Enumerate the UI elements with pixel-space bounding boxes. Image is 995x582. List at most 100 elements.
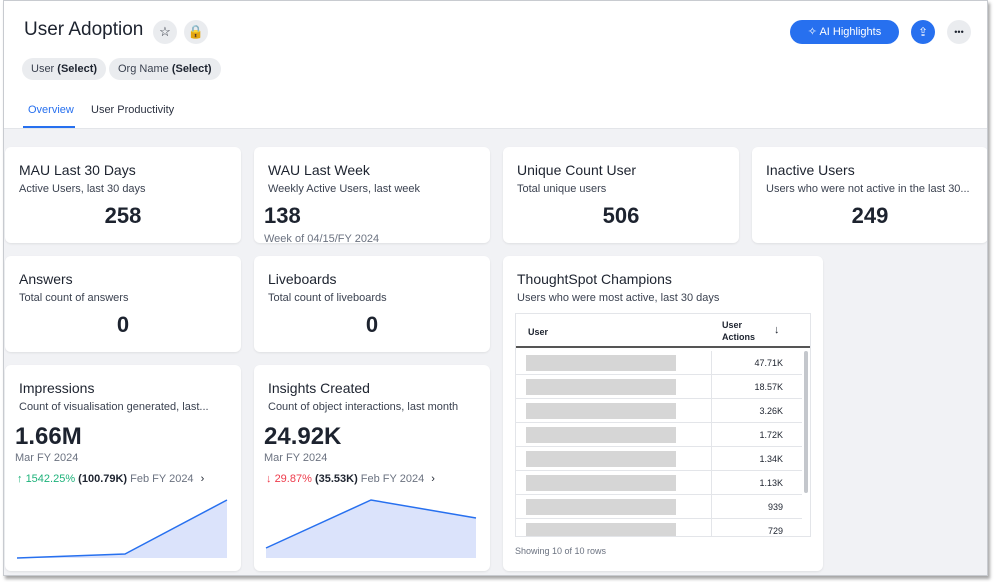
kpi-title: Inactive Users xyxy=(766,162,855,178)
kpi-value: 138 xyxy=(264,203,301,228)
kpi-subtitle: Active Users, last 30 days xyxy=(19,183,146,195)
kpi-value: 0 xyxy=(116,312,130,337)
card-title: ThoughtSpot Champions xyxy=(517,271,672,287)
previous-value: (100.79K) xyxy=(78,473,128,485)
liveboard-header: User Adoption ☆ 🔒 User (Select) Org Name… xyxy=(4,1,987,129)
table-row[interactable]: 18.57K xyxy=(516,375,802,399)
redacted-user-name xyxy=(526,499,676,515)
kpi-subtitle: Total count of liveboards xyxy=(268,292,387,304)
kpi-period: Mar FY 2024 xyxy=(15,452,79,464)
sort-descending-icon[interactable]: ↓ xyxy=(774,324,780,336)
tab-user-productivity[interactable]: User Productivity xyxy=(91,104,175,116)
kpi-title: Insights Created xyxy=(268,380,370,396)
filter-value: (Select) xyxy=(57,63,98,75)
filter-user[interactable]: User (Select) xyxy=(22,58,107,80)
table-row[interactable]: 1.72K xyxy=(516,423,802,447)
table-row[interactable]: 1.34K xyxy=(516,447,802,471)
kpi-subtitle: Total unique users xyxy=(517,183,607,195)
arrow-down-icon: ↓ xyxy=(266,473,272,485)
filter-label: Org Name xyxy=(118,63,169,75)
filter-label: User xyxy=(31,63,55,75)
change-percent: 1542.25% xyxy=(25,473,76,485)
champions-table: User User Actions ↓ 47.71K 18.57K 3.26K 1.7… xyxy=(515,313,811,537)
user-actions-cell: 1.72K xyxy=(711,423,791,447)
sparkline xyxy=(16,499,228,559)
sparkline xyxy=(265,499,477,558)
previous-value: (35.53K) xyxy=(314,473,358,485)
card-subtitle: Users who were most active, last 30 days xyxy=(517,292,720,304)
previous-period: Feb FY 2024 xyxy=(130,473,194,485)
more-options-button[interactable]: ••• xyxy=(947,20,971,44)
redacted-user-name xyxy=(526,379,676,395)
table-header: User User Actions ↓ xyxy=(516,314,810,348)
kpi-title: Liveboards xyxy=(268,271,337,287)
lock-icon[interactable]: 🔒 xyxy=(184,20,208,44)
ai-highlights-label: AI Highlights xyxy=(819,26,882,38)
filter-value: (Select) xyxy=(171,63,212,75)
arrow-up-icon: ↑ xyxy=(17,473,23,485)
kpi-value: 506 xyxy=(602,203,640,228)
kpi-subtitle: Users who were not active in the last 30… xyxy=(766,183,970,195)
star-icon[interactable]: ☆ xyxy=(153,20,177,44)
redacted-user-name xyxy=(526,451,676,467)
share-icon[interactable]: ⇪ xyxy=(911,20,935,44)
kpi-title: Answers xyxy=(19,271,73,287)
user-actions-cell: 3.26K xyxy=(711,399,791,423)
previous-period: Feb FY 2024 xyxy=(360,473,425,485)
kpi-period: Week of 04/15/FY 2024 xyxy=(264,233,380,243)
redacted-user-name xyxy=(526,475,676,491)
kpi-value: 249 xyxy=(851,203,889,228)
sparkline-area xyxy=(17,500,227,558)
chevron-right-icon[interactable]: › xyxy=(431,473,435,485)
table-scrollbar[interactable] xyxy=(804,351,808,493)
kpi-change[interactable]: ↓ 29.87% (35.53K) Feb FY 2024 › xyxy=(266,473,435,485)
sparkle-bulb-icon: ✧ xyxy=(807,26,820,38)
active-tab-indicator xyxy=(23,126,75,128)
kpi-card[interactable]: Answers Total count of answers 0 xyxy=(5,256,241,352)
redacted-user-name xyxy=(526,355,676,371)
kpi-card[interactable]: WAU Last Week Weekly Active Users, last w… xyxy=(254,147,490,243)
redacted-user-name xyxy=(526,523,676,536)
kpi-value: 1.66M xyxy=(15,423,82,450)
kpi-period: Mar FY 2024 xyxy=(264,452,328,464)
user-actions-cell: 1.13K xyxy=(711,471,791,495)
chevron-right-icon[interactable]: › xyxy=(200,473,205,485)
redacted-user-name xyxy=(526,403,676,419)
filter-org-name[interactable]: Org Name (Select) xyxy=(109,58,221,80)
liveboard-window: User Adoption ☆ 🔒 User (Select) Org Name… xyxy=(3,0,988,576)
user-actions-cell: 18.57K xyxy=(711,375,791,399)
redacted-user-name xyxy=(526,427,676,443)
trend-kpi-card[interactable]: Impressions Count of visualisation gener… xyxy=(5,365,241,571)
table-row[interactable]: 939 xyxy=(516,495,802,519)
table-row[interactable]: 729 xyxy=(516,519,802,536)
kpi-value: 24.92K xyxy=(264,423,342,450)
sparkline-line xyxy=(265,499,477,549)
user-actions-cell: 729 xyxy=(711,519,791,536)
tab-overview[interactable]: Overview xyxy=(28,104,74,116)
table-row[interactable]: 1.13K xyxy=(516,471,802,495)
kpi-card[interactable]: Unique Count User Total unique users 506 xyxy=(503,147,739,243)
row-count: Showing 10 of 10 rows xyxy=(515,546,607,556)
sparkline-line xyxy=(16,499,228,559)
user-actions-cell: 939 xyxy=(711,495,791,519)
kpi-subtitle: Total count of answers xyxy=(19,292,129,304)
trend-kpi-card[interactable]: Insights Created Count of object interac… xyxy=(254,365,490,571)
kpi-title: MAU Last 30 Days xyxy=(19,162,136,178)
kpi-card[interactable]: Liveboards Total count of liveboards 0 xyxy=(254,256,490,352)
champions-table-card[interactable]: ThoughtSpot Champions Users who were mos… xyxy=(503,256,823,571)
ai-highlights-button[interactable]: ✧ AI Highlights xyxy=(790,20,899,44)
kpi-value: 0 xyxy=(365,312,379,337)
kpi-subtitle: Weekly Active Users, last week xyxy=(268,183,421,195)
kpi-title: Unique Count User xyxy=(517,162,637,178)
kpi-card[interactable]: Inactive Users Users who were not active … xyxy=(752,147,987,243)
page-title: User Adoption xyxy=(24,19,144,40)
user-actions-cell: 47.71K xyxy=(711,351,791,375)
column-header-user[interactable]: User xyxy=(528,327,549,337)
kpi-change[interactable]: ↑ 1542.25% (100.79K) Feb FY 2024 › xyxy=(17,473,204,485)
column-header-user-actions[interactable]: User Actions xyxy=(722,320,756,342)
sparkline-area xyxy=(266,500,476,558)
kpi-card[interactable]: MAU Last 30 Days Active Users, last 30 da… xyxy=(5,147,241,243)
table-row[interactable]: 3.26K xyxy=(516,399,802,423)
kpi-value: 258 xyxy=(104,203,142,228)
table-row[interactable]: 47.71K xyxy=(516,351,802,375)
